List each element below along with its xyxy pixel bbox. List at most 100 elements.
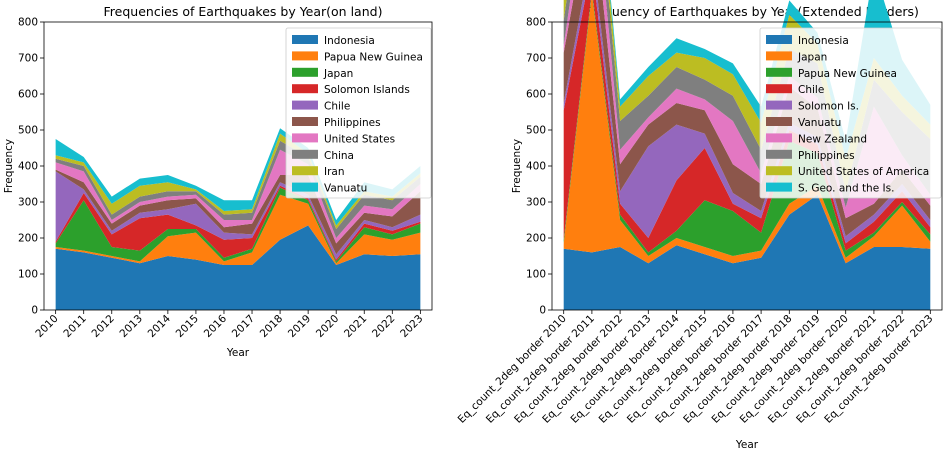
- legend-label: Indonesia: [324, 35, 375, 47]
- legend-label: United States: [324, 133, 395, 145]
- legend-label: New Zealand: [798, 133, 867, 145]
- legend-swatch: [766, 149, 792, 159]
- series-area-solomon-is-: [563, 0, 931, 244]
- legend-label: Philippines: [798, 150, 855, 162]
- y-tick-label: 700: [18, 53, 38, 65]
- legend-swatch: [766, 67, 792, 77]
- y-tick-label: 200: [526, 233, 546, 245]
- y-tick-label: 400: [18, 161, 38, 173]
- legend: Indonesia Papua New Guinea Japan Solomon Is…: [285, 27, 432, 199]
- y-tick-label: 500: [18, 125, 38, 137]
- legend-swatch: [766, 133, 792, 143]
- legend-swatch: [292, 182, 318, 192]
- y-tick-label: 100: [18, 269, 38, 281]
- x-axis-label: Year: [226, 347, 250, 359]
- legend-swatch: [766, 84, 792, 94]
- x-tick-label: 2012: [89, 313, 116, 340]
- y-axis: 0 100 200 300 400 500 600 700 800: [526, 17, 552, 317]
- legend-swatch: [766, 182, 792, 192]
- y-tick-label: 500: [526, 125, 546, 137]
- legend-label: Vanuatu: [798, 117, 841, 129]
- legend-label: Papua New Guinea: [324, 51, 423, 63]
- series-area-indonesia: [55, 225, 421, 310]
- y-tick-label: 700: [526, 53, 546, 65]
- series-area-vanuatu: [563, 0, 931, 237]
- legend-label: Chile: [798, 84, 824, 96]
- y-tick-label: 300: [18, 197, 38, 209]
- legend-label: Vanuatu: [324, 183, 367, 195]
- legend-swatch: [292, 35, 318, 44]
- legend-swatch: [766, 35, 792, 44]
- legend-swatch: [292, 100, 318, 110]
- legend-label: S. Geo. and the Is.: [798, 183, 894, 195]
- legend-swatch: [766, 100, 792, 110]
- legend-label: Japan: [323, 68, 353, 80]
- legend-swatch: [766, 117, 792, 126]
- series-area-japan: [563, 0, 931, 264]
- legend-swatch: [292, 67, 318, 77]
- legend-label: Japan: [797, 51, 827, 63]
- y-tick-label: 600: [18, 89, 38, 101]
- legend-swatch: [292, 166, 318, 176]
- y-tick-label: 200: [18, 233, 38, 245]
- x-tick-label: 2016: [202, 312, 230, 340]
- series-area-solomon-islands: [55, 185, 421, 262]
- x-tick-label: 2020: [314, 313, 341, 340]
- y-axis-label: Frequency: [3, 139, 15, 193]
- x-tick-label: 2018: [258, 313, 285, 340]
- y-axis-label: Frequency: [511, 139, 523, 193]
- y-tick-label: 0: [539, 305, 546, 317]
- x-tick-label: 2010: [33, 313, 60, 340]
- series-area-united-states: [55, 149, 421, 244]
- y-tick-label: 0: [31, 305, 38, 317]
- legend-swatch: [292, 51, 318, 61]
- legend-label: Iran: [324, 166, 345, 178]
- y-tick-label: 100: [526, 269, 546, 281]
- legend-label: Chile: [324, 101, 350, 113]
- y-tick-label: 400: [526, 161, 546, 173]
- legend-label: Solomon Islands: [324, 84, 410, 96]
- x-tick-label: 2011: [61, 313, 88, 340]
- chart-extended-borders: Frequency of Earthquakes by Year(Extende…: [456, 0, 943, 451]
- chart-title: Frequencies of Earthquakes by Year(on la…: [104, 4, 383, 19]
- x-tick-label: 2021: [342, 313, 369, 340]
- series-areas: [55, 128, 421, 310]
- chart-on-land: Frequencies of Earthquakes by Year(on la…: [3, 4, 433, 359]
- x-tick-label: 2017: [230, 313, 257, 340]
- y-tick-label: 800: [526, 17, 546, 29]
- x-tick-label: 2023: [398, 313, 425, 340]
- legend-label: United States of America: [798, 166, 929, 178]
- series-area-indonesia: [563, 194, 931, 310]
- legend-swatch: [766, 51, 792, 61]
- series-area-china: [55, 140, 421, 238]
- y-tick-label: 600: [526, 89, 546, 101]
- x-tick-label: 2013: [118, 313, 145, 340]
- legend-box: [759, 27, 942, 199]
- legend-label: Papua New Guinea: [798, 68, 897, 80]
- legend-label: Indonesia: [798, 35, 849, 47]
- legend-swatch: [292, 133, 318, 143]
- legend-label: Philippines: [324, 117, 381, 129]
- x-tick-label: 2022: [370, 313, 397, 340]
- legend-swatch: [292, 84, 318, 94]
- legend-box: [285, 27, 432, 199]
- x-tick-label: 2019: [286, 313, 313, 340]
- series-area-vanuatu: [55, 128, 421, 226]
- legend-swatch: [292, 149, 318, 159]
- y-tick-label: 300: [526, 197, 546, 209]
- legend-label: Solomon Is.: [798, 101, 859, 113]
- legend: Indonesia Japan Papua New Guinea Chile Solom…: [759, 27, 942, 199]
- legend-label: China: [324, 150, 354, 162]
- y-axis: 0 100 200 300 400 500 600 700 800: [18, 17, 44, 317]
- chart-title: Frequency of Earthquakes by Year(Extende…: [585, 4, 919, 19]
- series-area-philippines: [55, 169, 421, 255]
- legend-swatch: [766, 166, 792, 176]
- x-axis-label: Year: [735, 439, 759, 451]
- x-tick-label: 2014: [146, 312, 174, 340]
- x-axis: 2010 2011 2012 2013 2014 2015 2016 2017 2018 2019…: [33, 310, 425, 340]
- legend-swatch: [292, 117, 318, 126]
- x-tick-label: 2015: [174, 313, 201, 340]
- y-tick-label: 800: [18, 17, 38, 29]
